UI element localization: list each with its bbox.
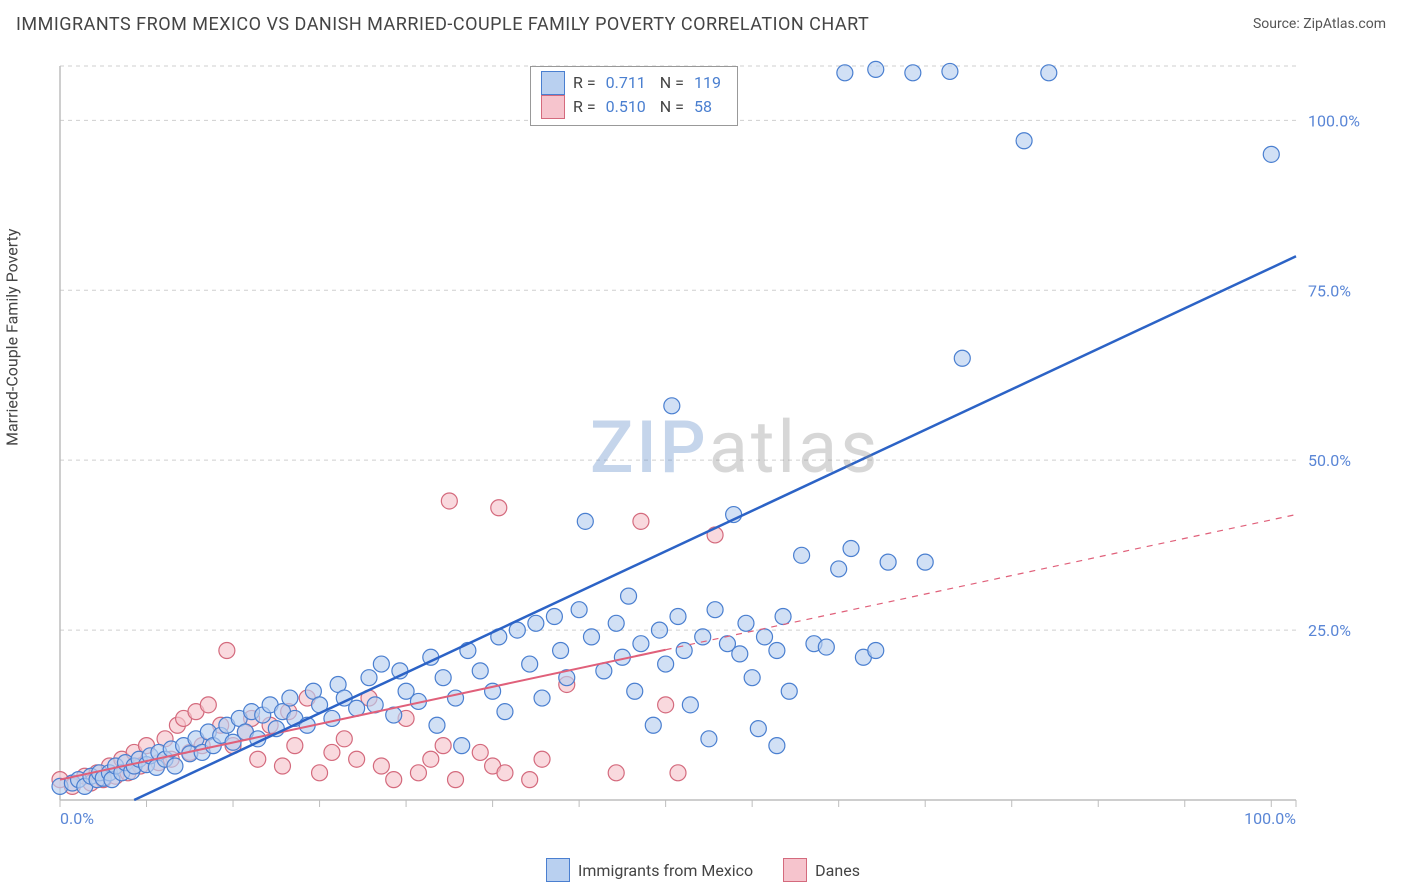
source-value: ZipAtlas.com: [1303, 16, 1386, 32]
chart-title: IMMIGRANTS FROM MEXICO VS DANISH MARRIED…: [16, 14, 869, 35]
swatch-pink: [783, 858, 807, 882]
svg-text:0.0%: 0.0%: [60, 809, 94, 828]
legend-item-blue: Immigrants from Mexico: [546, 858, 753, 882]
source-attribution: Source: ZipAtlas.com: [1253, 16, 1386, 32]
n-label: N =: [660, 95, 684, 119]
svg-text:25.0%: 25.0%: [1308, 621, 1351, 640]
scatter-chart: 25.0% 50.0% 75.0% 100.0% 0.0% 100.0%: [50, 60, 1386, 840]
r-value-blue: 0.711: [606, 71, 646, 95]
stats-row-pink: R = 0.510 N = 58: [541, 95, 727, 119]
r-value-pink: 0.510: [606, 95, 646, 119]
legend-label-blue: Immigrants from Mexico: [578, 861, 753, 880]
r-label: R =: [573, 71, 596, 95]
svg-text:75.0%: 75.0%: [1308, 281, 1351, 300]
svg-text:100.0%: 100.0%: [1308, 111, 1360, 130]
n-label: N =: [660, 71, 684, 95]
n-value-pink: 58: [694, 95, 712, 119]
source-label: Source:: [1253, 16, 1300, 32]
stats-legend: R = 0.711 N = 119 R = 0.510 N = 58: [530, 66, 738, 126]
n-value-blue: 119: [694, 71, 721, 95]
legend-item-pink: Danes: [783, 858, 860, 882]
swatch-blue: [546, 858, 570, 882]
y-axis-label: Married-Couple Family Poverty: [3, 229, 22, 446]
swatch-blue: [541, 71, 565, 95]
legend-label-pink: Danes: [815, 861, 860, 880]
r-label: R =: [573, 95, 596, 119]
swatch-pink: [541, 95, 565, 119]
plot-area: 25.0% 50.0% 75.0% 100.0% 0.0% 100.0%: [50, 60, 1386, 840]
svg-text:100.0%: 100.0%: [1244, 809, 1296, 828]
stats-row-blue: R = 0.711 N = 119: [541, 71, 727, 95]
bottom-legend: Immigrants from Mexico Danes: [0, 858, 1406, 882]
svg-text:50.0%: 50.0%: [1308, 451, 1351, 470]
